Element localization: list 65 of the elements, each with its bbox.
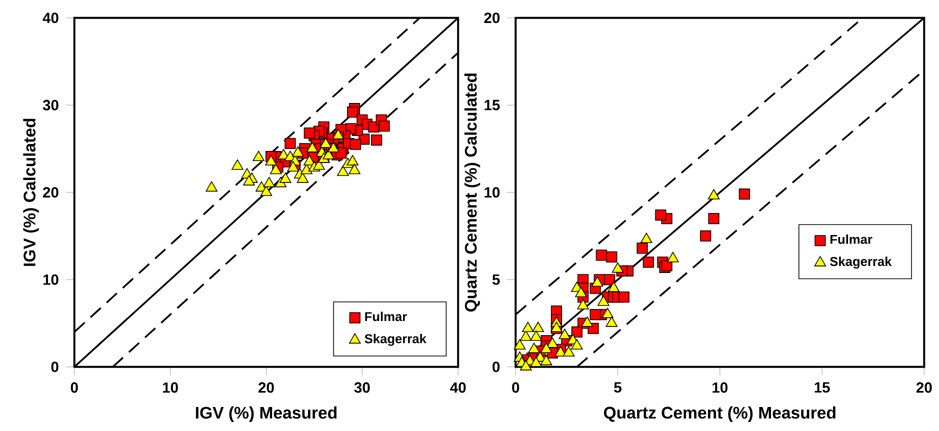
point <box>571 339 583 350</box>
legend-label: Fulmar <box>365 312 407 321</box>
x-axis-title: IGV (%) Measured <box>196 406 336 422</box>
point <box>540 354 552 366</box>
point <box>606 316 618 327</box>
x-tick-label: 10 <box>712 382 728 393</box>
point <box>708 212 720 224</box>
point <box>520 360 532 370</box>
point <box>514 339 526 350</box>
point <box>606 251 618 262</box>
point <box>591 276 604 287</box>
y-tick-label: 0 <box>492 361 500 372</box>
point <box>562 346 575 356</box>
point <box>602 308 614 318</box>
y-tick-label: 0 <box>51 361 58 372</box>
point <box>581 316 594 327</box>
y-tick-label: 20 <box>43 186 58 198</box>
x-tick-label: 20 <box>258 382 274 393</box>
y-tick-label: 15 <box>484 100 500 110</box>
x-tick-label: 5 <box>614 382 622 392</box>
point <box>528 342 540 353</box>
x-tick-label: 0 <box>512 382 520 393</box>
point <box>558 328 571 339</box>
point <box>522 322 534 332</box>
x-tick-label: 30 <box>354 382 370 393</box>
point <box>700 230 712 242</box>
point <box>618 291 630 302</box>
y-tick-label: 10 <box>43 274 58 285</box>
x-tick-label: 15 <box>814 382 830 392</box>
legend-label: Skagerrak <box>364 334 426 346</box>
point <box>608 281 620 292</box>
point <box>540 342 552 353</box>
legend-label: Skagerrak <box>830 256 892 269</box>
point <box>532 322 544 332</box>
y-tick-label: 10 <box>484 186 500 198</box>
point <box>640 232 652 243</box>
y-tick-label: 40 <box>42 12 58 23</box>
point <box>530 330 542 341</box>
point <box>596 249 607 261</box>
y-tick-label: 30 <box>42 100 58 110</box>
y-tick-label: 5 <box>492 274 500 285</box>
point <box>571 326 582 338</box>
point <box>655 209 666 220</box>
point <box>554 346 566 356</box>
y-axis-title: Quartz Cement (%) Calculated <box>464 73 480 312</box>
point <box>636 242 648 254</box>
point <box>575 286 587 297</box>
x-tick-label: 10 <box>163 382 178 393</box>
point <box>667 252 679 262</box>
point <box>642 256 654 268</box>
point <box>604 274 616 286</box>
point <box>598 295 610 306</box>
legend-label: Fulmar <box>830 234 872 244</box>
point <box>612 262 624 273</box>
y-axis-title: IGV (%) Calculated <box>23 118 39 266</box>
point <box>577 298 589 310</box>
x-axis-title: Quartz Cement (%) Measured <box>604 406 836 422</box>
y-tick-label: 20 <box>484 12 500 23</box>
point <box>546 337 558 348</box>
point <box>590 308 601 320</box>
point <box>530 356 542 367</box>
x-tick-label: 0 <box>70 382 78 393</box>
x-tick-label: 20 <box>916 382 932 393</box>
point <box>738 188 750 200</box>
x-tick-label: 40 <box>450 382 466 393</box>
